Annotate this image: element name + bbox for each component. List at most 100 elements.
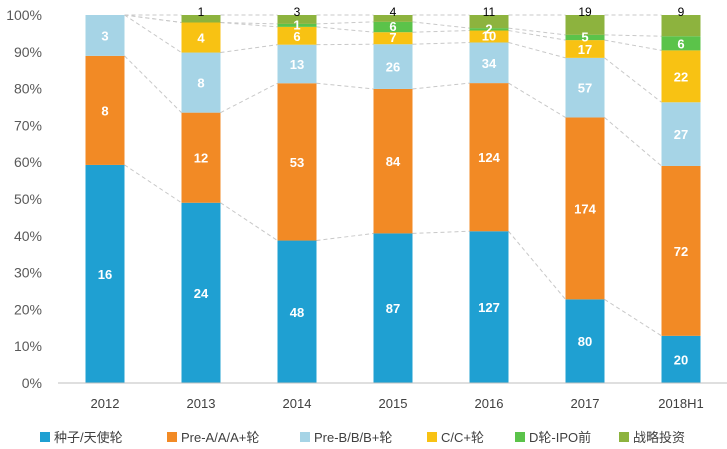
data-label: 5 — [581, 29, 588, 44]
legend-swatch — [40, 432, 50, 442]
data-label: 13 — [290, 57, 304, 72]
connector-line — [604, 57, 662, 103]
bar-2015-series-3 — [373, 32, 413, 45]
data-label: 6 — [389, 19, 396, 34]
data-label: 26 — [386, 60, 400, 75]
y-tick-label: 70% — [14, 117, 42, 133]
connector-line — [508, 30, 566, 41]
bar-2014-series-4 — [277, 23, 317, 27]
bar-2013-series-2 — [181, 52, 221, 113]
connector-line — [412, 41, 470, 45]
connector-line — [124, 14, 182, 24]
data-label: 11 — [483, 5, 496, 19]
data-label: 1 — [293, 17, 300, 32]
y-tick-label: 90% — [14, 44, 42, 60]
y-tick-label: 30% — [14, 265, 42, 281]
connector-line — [508, 82, 566, 118]
bar-2015-series-0 — [373, 233, 413, 383]
y-tick-label: 100% — [6, 7, 42, 23]
bar-2017-series-4 — [565, 34, 605, 41]
x-tick-label: 2013 — [187, 396, 216, 411]
data-label: 48 — [290, 305, 304, 320]
bar-2015-series-4 — [373, 21, 413, 33]
data-label: 2 — [485, 21, 492, 36]
data-label: 12 — [194, 151, 208, 166]
x-tick-label: 2014 — [283, 396, 312, 411]
data-label: 3 — [101, 28, 108, 43]
y-tick-label: 20% — [14, 301, 42, 317]
legend-swatch — [300, 432, 310, 442]
connector-line — [220, 22, 278, 25]
bar-2014-series-5 — [277, 15, 317, 24]
x-tick-label: 2015 — [379, 396, 408, 411]
connector-line — [412, 230, 470, 234]
legend-label: 战略投资 — [633, 430, 685, 445]
connector-line — [604, 298, 662, 337]
connector-line — [412, 21, 470, 29]
bar-2014-series-2 — [277, 44, 317, 84]
bar-2016-series-5 — [469, 15, 509, 29]
data-label: 19 — [578, 5, 592, 19]
bar-2015-series-5 — [373, 15, 413, 22]
connector-line — [604, 34, 662, 37]
y-tick-label: 0% — [22, 375, 42, 391]
x-tick-label: 2016 — [475, 396, 504, 411]
legend: 种子/天使轮 Pre-A/A/A+轮 Pre-B/B/B+轮 C/C+轮 D轮-IPO前… — [40, 430, 685, 445]
connector-line — [508, 41, 566, 59]
bar-2016-series-1 — [469, 83, 509, 232]
bar-2017-series-0 — [565, 299, 605, 383]
legend-label: C/C+轮 — [441, 430, 484, 445]
bar-2016-series-0 — [469, 231, 509, 383]
legend-label: 种子/天使轮 — [54, 430, 123, 445]
data-label: 174 — [574, 201, 596, 216]
connector-line — [316, 26, 374, 33]
bar-2016-series-2 — [469, 42, 509, 84]
data-label: 8 — [101, 103, 108, 118]
connector-line — [124, 14, 182, 53]
bar-2018h1-series-5 — [661, 15, 701, 37]
legend-item-1: Pre-A/A/A+轮 — [167, 430, 259, 445]
x-tick-label: 2017 — [571, 396, 600, 411]
data-label: 20 — [674, 352, 688, 367]
connector-line — [412, 82, 470, 90]
data-label: 6 — [677, 36, 684, 51]
connector-line — [220, 202, 278, 241]
bar-2017-series-5 — [565, 15, 605, 35]
data-label: 9 — [678, 5, 685, 19]
data-label: 27 — [674, 127, 688, 142]
data-label: 10 — [482, 29, 496, 44]
bar-2014-series-0 — [277, 240, 317, 383]
data-label: 6 — [293, 29, 300, 44]
bar-2012-series-1 — [85, 55, 125, 165]
bar-2014-series-3 — [277, 26, 317, 45]
y-tick-label: 80% — [14, 81, 42, 97]
data-label: 57 — [578, 81, 592, 96]
y-tick-label: 50% — [14, 191, 42, 207]
data-label: 72 — [674, 244, 688, 259]
bar-2018h1-series-2 — [661, 102, 701, 166]
bar-2018h1-series-1 — [661, 165, 701, 336]
connector-line — [412, 30, 470, 33]
legend-swatch — [427, 432, 437, 442]
connector-line — [124, 55, 182, 113]
x-tick-label: 2012 — [91, 396, 120, 411]
y-tick-label: 40% — [14, 228, 42, 244]
connector-lines — [124, 14, 662, 337]
bars — [85, 15, 701, 383]
legend-item-3: C/C+轮 — [427, 430, 484, 445]
bar-2012-series-2 — [85, 15, 125, 56]
legend-item-0: 种子/天使轮 — [40, 430, 123, 445]
data-label: 4 — [197, 31, 205, 46]
x-tick-label: 2018H1 — [658, 396, 704, 411]
bar-2013-series-0 — [181, 202, 221, 383]
legend-swatch — [619, 432, 629, 442]
data-label: 7 — [389, 30, 396, 45]
connector-line — [220, 44, 278, 54]
data-label: 17 — [578, 42, 592, 57]
data-label: 4 — [390, 5, 397, 19]
data-label: 34 — [482, 56, 497, 71]
legend-swatch — [515, 432, 525, 442]
legend-label: D轮-IPO前 — [529, 430, 591, 445]
y-tick-label: 60% — [14, 154, 42, 170]
